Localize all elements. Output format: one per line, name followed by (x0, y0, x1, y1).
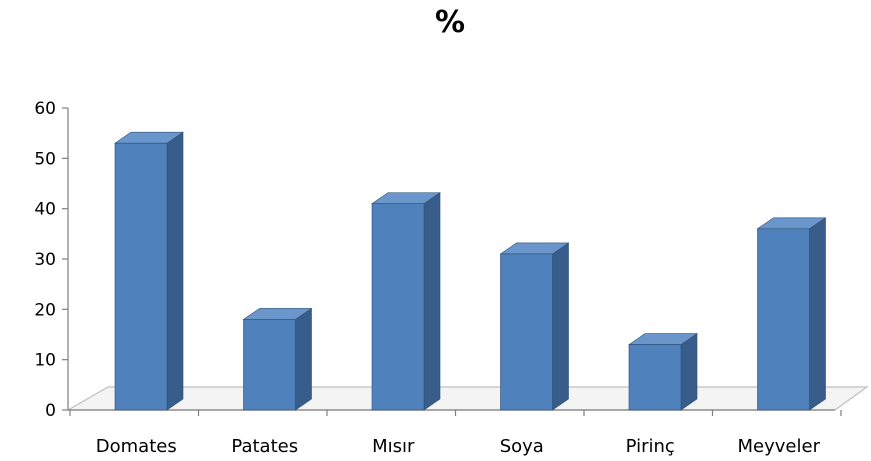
bar-domates (114, 131, 184, 411)
x-tick-label: Domates (96, 436, 177, 457)
y-tick-label: 50 (34, 149, 56, 169)
bar-side (552, 242, 569, 411)
bar-mısır (371, 192, 441, 411)
bar-soya (499, 242, 570, 411)
chart-title: % (435, 5, 465, 40)
x-tick-label: Patates (231, 436, 298, 457)
bar-side (680, 332, 698, 411)
y-tick-label: 30 (34, 250, 56, 270)
bar-front (114, 142, 168, 411)
bar-front (243, 319, 296, 411)
bar-side (809, 217, 826, 411)
bar-side (166, 131, 184, 411)
bar-pirinç (628, 332, 698, 411)
bar-front (371, 203, 425, 411)
x-tick-label: Pirinç (626, 436, 675, 457)
floor-plane (65, 386, 869, 411)
y-tick-label: 0 (45, 401, 56, 421)
y-tick-label: 40 (34, 200, 56, 220)
bar-side (295, 307, 312, 411)
bar-front (628, 344, 682, 411)
bar-meyveler (756, 217, 827, 411)
x-tick-label: Soya (500, 436, 544, 457)
y-tick-label: 20 (34, 300, 56, 320)
y-tick-label: 60 (34, 99, 56, 119)
y-tick-label: 10 (34, 351, 56, 371)
bar-front (757, 228, 810, 411)
bar-side (423, 192, 441, 411)
bar-patates (242, 307, 313, 411)
bars (114, 131, 827, 411)
x-tick-label: Meyveler (738, 436, 821, 457)
bar-front (500, 253, 553, 411)
x-tick-label: Mısır (372, 436, 415, 457)
category-labels: Domates Patates Mısır Soya Pirinç Meyveler (96, 436, 821, 457)
